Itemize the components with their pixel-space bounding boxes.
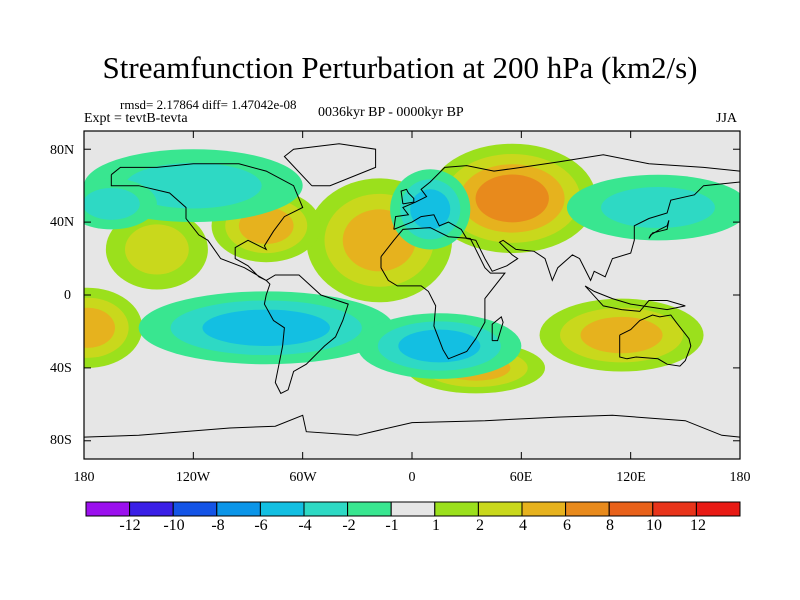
coastline-eurasia [393,154,740,282]
lon-tick-label: 0 [408,470,416,485]
coastline-japan [648,220,670,239]
contour-band [84,307,115,348]
contour-band [84,187,140,220]
lat-tick-label: 40S [50,361,72,376]
contour-band [398,329,481,363]
colorbar-label: 8 [606,517,614,534]
colorbar-label: -2 [342,517,356,534]
period-label: 0036kyr BP - 0000kyr BP [318,105,464,120]
colorbar-box [347,501,392,517]
colorbar-box [695,501,741,517]
colorbar-label: 1 [432,517,440,534]
colorbar-box [434,501,479,517]
anomaly-region [84,287,143,368]
colorbar-box [477,501,523,517]
anomaly-region [84,178,157,230]
colorbar-box [565,501,610,517]
colorbar-label: -4 [298,517,312,534]
lat-tick-label: 80S [50,433,72,448]
coastline-africa [380,227,506,360]
coastline-indonesia [584,285,686,312]
coastline-uk [400,188,415,205]
colorbar-box [608,501,654,517]
coastline-north-america [110,163,304,281]
colorbar-box [390,501,436,517]
coastline-antarctica [84,414,740,438]
colorbar-box [216,501,261,517]
colorbar-label: -8 [211,517,225,534]
contour-band [202,309,330,347]
colorbar-box [259,501,305,517]
contour-band [601,187,715,229]
colorbar-label: 4 [519,517,527,534]
anomaly-region [138,291,394,365]
coastline-greenland [283,143,377,187]
contour-band [475,174,549,223]
coastline-australia [619,314,692,367]
colorbar-box [652,501,697,517]
coastline-south-america [263,274,349,395]
colorbar-box [303,501,349,517]
colorbar-label: -6 [254,517,268,534]
lon-tick-label: 180 [729,470,751,485]
lon-tick-label: 60W [289,470,317,485]
coastline-madagascar [491,316,504,342]
season-label: JJA [716,111,738,126]
contour-band [238,207,294,244]
stats-text: rmsd= 2.17864 diff= 1.47042e-08 [120,97,297,112]
contour-band [580,316,663,354]
anomaly-region [428,143,597,254]
colorbar-box [85,501,131,517]
anomaly-region [566,174,740,241]
colorbar-label: -1 [385,517,399,534]
colorbar-label: -12 [119,517,141,534]
colorbar-label: 10 [646,517,662,534]
lon-tick-label: 180 [73,470,95,485]
lon-tick-label: 120E [616,470,646,485]
lat-tick-label: 0 [64,288,71,303]
colorbar-box [129,501,174,517]
chart-title: Streamfunction Perturbation at 200 hPa (… [102,50,698,85]
anomaly-region [357,313,522,379]
experiment-label: Expt = tevtB-tevta [84,111,188,126]
contour-band [125,224,189,275]
colorbar-label: 2 [476,517,484,534]
anomaly-region [105,209,208,290]
lat-tick-label: 80N [50,143,75,158]
colorbar-box [521,501,567,517]
contour-band [124,162,262,209]
lon-tick-label: 120W [175,470,211,485]
lon-tick-label: 60E [509,470,533,485]
colorbar-label: 6 [563,517,571,534]
colorbar-label: 12 [690,517,706,534]
lat-tick-label: 40N [50,215,75,230]
colorbar-label: -10 [163,517,185,534]
colorbar-box [172,501,218,517]
